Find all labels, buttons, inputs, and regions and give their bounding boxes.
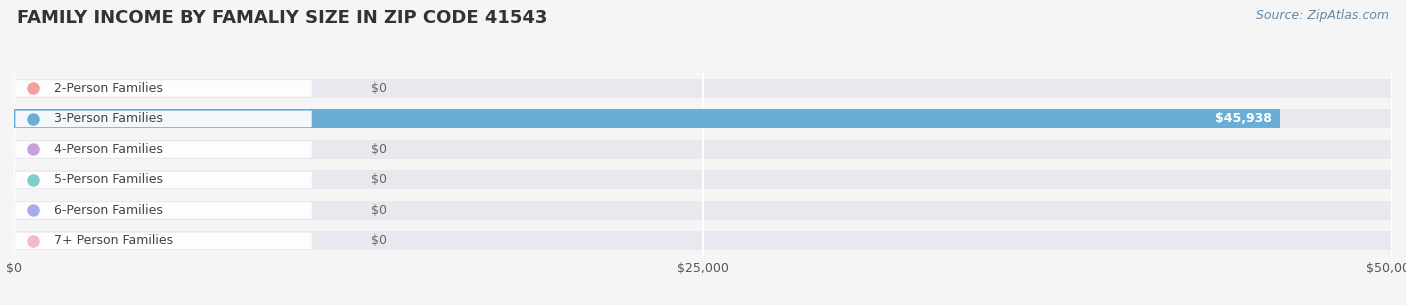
FancyBboxPatch shape: [15, 172, 312, 188]
FancyBboxPatch shape: [15, 111, 312, 127]
Bar: [14, 170, 1392, 189]
Text: 2-Person Families: 2-Person Families: [53, 82, 163, 95]
FancyBboxPatch shape: [15, 233, 312, 249]
FancyBboxPatch shape: [15, 80, 312, 97]
Bar: [14, 140, 1392, 159]
Text: $0: $0: [371, 143, 387, 156]
Bar: [14, 79, 1392, 98]
Text: 7+ Person Families: 7+ Person Families: [53, 235, 173, 247]
FancyBboxPatch shape: [15, 141, 312, 158]
Bar: [14, 109, 1279, 128]
Text: 3-Person Families: 3-Person Families: [53, 113, 163, 125]
Text: Source: ZipAtlas.com: Source: ZipAtlas.com: [1256, 9, 1389, 22]
Text: $0: $0: [371, 174, 387, 186]
Text: $0: $0: [371, 235, 387, 247]
Text: 6-Person Families: 6-Person Families: [53, 204, 163, 217]
Text: $0: $0: [371, 204, 387, 217]
FancyBboxPatch shape: [15, 202, 312, 219]
Text: FAMILY INCOME BY FAMALIY SIZE IN ZIP CODE 41543: FAMILY INCOME BY FAMALIY SIZE IN ZIP COD…: [17, 9, 547, 27]
Text: 4-Person Families: 4-Person Families: [53, 143, 163, 156]
Text: 5-Person Families: 5-Person Families: [53, 174, 163, 186]
Text: $45,938: $45,938: [1215, 113, 1272, 125]
Bar: [14, 201, 1392, 220]
Bar: [14, 109, 1392, 128]
Text: $0: $0: [371, 82, 387, 95]
Bar: [14, 231, 1392, 250]
